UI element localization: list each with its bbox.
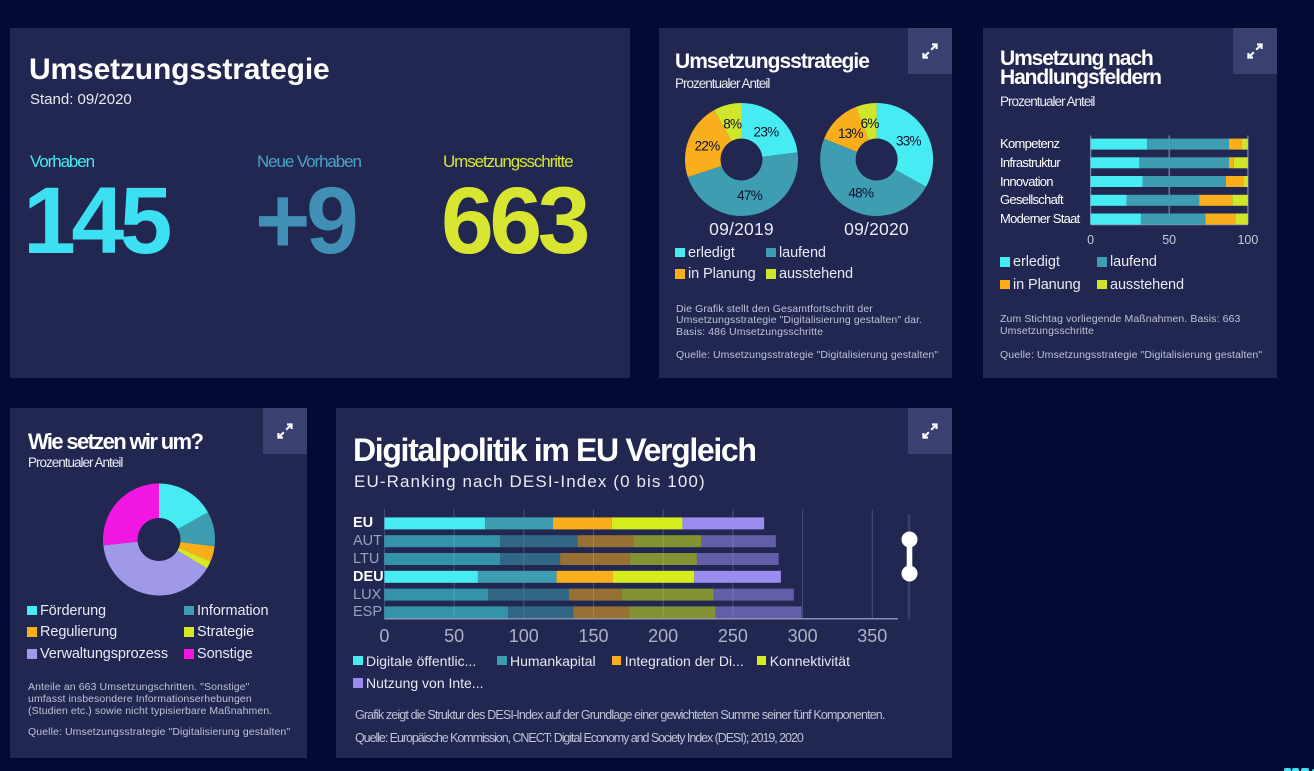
svg-text:22%: 22%: [695, 139, 721, 154]
svg-text:33%: 33%: [896, 133, 922, 148]
svg-text:48%: 48%: [848, 186, 874, 201]
svg-text:13%: 13%: [838, 126, 864, 141]
svg-text:47%: 47%: [737, 188, 763, 203]
svg-text:6%: 6%: [861, 116, 880, 131]
svg-text:8%: 8%: [723, 116, 742, 131]
svg-text:23%: 23%: [754, 124, 780, 139]
